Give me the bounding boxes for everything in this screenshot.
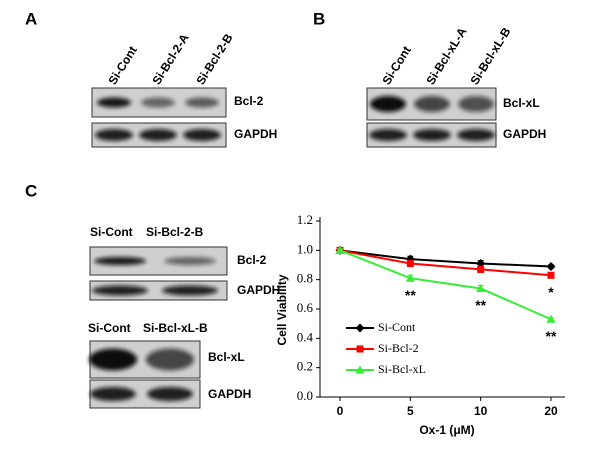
lane-label: Si-Cont	[379, 44, 413, 88]
blot-band	[162, 285, 218, 296]
band-label: Bcl-2	[237, 253, 267, 267]
lane-label: Si-Bcl-2-B	[146, 225, 204, 239]
blot-band	[369, 129, 407, 141]
band-label: GAPDH	[237, 283, 280, 297]
blot-band	[147, 387, 193, 401]
band-label: Bcl-2	[234, 94, 264, 108]
data-point	[546, 261, 556, 271]
annotation: *	[548, 284, 554, 300]
blot-band	[413, 129, 451, 141]
lane-label: Si-Bcl-2-B	[193, 31, 235, 87]
blot-band	[139, 129, 177, 141]
data-point	[547, 271, 555, 279]
legend-marker	[355, 365, 365, 374]
lane-label: Si-Bcl-2-A	[149, 31, 191, 87]
x-tick-label: 20	[544, 404, 558, 418]
data-point	[476, 283, 486, 292]
blot-band	[141, 97, 175, 108]
annotation: **	[546, 328, 557, 344]
data-point	[335, 245, 345, 254]
blot-band	[185, 97, 219, 108]
blot-band	[458, 96, 494, 112]
y-tick-label: 0.2	[297, 359, 313, 374]
x-tick-label: 0	[337, 404, 344, 418]
band-label: GAPDH	[234, 127, 277, 141]
band-label: GAPDH	[503, 127, 546, 141]
panel-label: A	[25, 9, 37, 28]
legend-marker	[356, 345, 364, 353]
annotation: **	[405, 287, 416, 303]
x-axis-label: Ox-1 (μM)	[419, 423, 474, 437]
y-tick-label: 0.0	[297, 388, 313, 403]
legend-label: Si-Bcl-2	[378, 341, 419, 355]
legend-marker	[355, 323, 365, 333]
lane-label: Si-Cont	[88, 321, 131, 335]
annotation: **	[475, 297, 486, 313]
data-point	[405, 273, 415, 282]
band-label: GAPDH	[208, 387, 251, 401]
data-point	[477, 265, 485, 273]
blot-band	[90, 387, 136, 401]
blot-band	[97, 97, 131, 108]
data-point	[406, 260, 414, 268]
blot-band	[183, 129, 221, 141]
lane-label: Si-Bcl-xL-A	[423, 25, 469, 88]
panel-label: C	[25, 181, 37, 200]
y-axis-label: Cell Viability	[275, 274, 289, 345]
x-tick-label: 10	[474, 404, 488, 418]
blot-band	[89, 348, 137, 371]
y-tick-label: 0.4	[297, 329, 314, 344]
lane-label: Si-Bcl-xL-B	[467, 25, 513, 88]
y-tick-label: 1.0	[297, 241, 313, 256]
series-line	[339, 249, 552, 268]
legend-label: Si-Cont	[378, 320, 416, 334]
blot-band	[94, 257, 146, 265]
band-label: Bcl-xL	[503, 96, 540, 110]
y-tick-label: 0.8	[297, 271, 313, 286]
blot-band	[146, 348, 194, 371]
y-tick-label: 1.2	[297, 212, 313, 227]
blot-band	[95, 129, 133, 141]
blot-band	[370, 96, 406, 112]
blot-band	[92, 285, 148, 296]
legend-label: Si-Bcl-xL	[378, 362, 426, 376]
x-tick-label: 5	[407, 404, 414, 418]
blot-band	[164, 257, 216, 265]
series-line	[339, 249, 552, 321]
lane-label: Si-Bcl-xL-B	[143, 321, 208, 335]
data-point	[546, 314, 556, 323]
lane-label: Si-Cont	[90, 225, 133, 239]
band-label: Bcl-xL	[208, 350, 245, 364]
y-tick-label: 0.6	[297, 300, 314, 315]
panel-label: B	[313, 9, 325, 28]
lane-label: Si-Cont	[105, 44, 139, 88]
blot-band	[457, 129, 495, 141]
blot-band	[414, 96, 450, 112]
series-line	[339, 249, 552, 277]
data-point	[476, 259, 486, 269]
